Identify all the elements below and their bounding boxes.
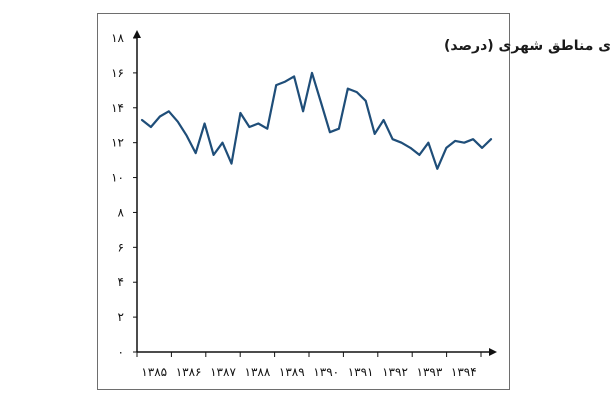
chart-title: نمودار ۷- نرخ بیکاری مناطق شهری (درصد) bbox=[444, 38, 610, 54]
x-tick-label: ۱۳۸۵ bbox=[141, 365, 167, 379]
y-tick-label: ۱۴ bbox=[111, 101, 124, 115]
y-tick-label: ۱۸ bbox=[111, 31, 124, 45]
x-tick-label: ۱۳۹۰ bbox=[313, 365, 339, 379]
y-tick-label: ۱۲ bbox=[111, 136, 124, 150]
x-axis-ticks: ۱۳۸۵ ۱۳۸۶ ۱۳۸۷ ۱۳۸۸ ۱۳۸۹ ۱۳۹۰ ۱۳۹۱ ۱۳۹۲ ۱۳۹۳ ۱۳۹۴ bbox=[136, 352, 482, 379]
chart-axes bbox=[133, 30, 497, 356]
y-tick-label: ۰ bbox=[118, 345, 124, 359]
x-tick-label: ۱۳۸۹ bbox=[279, 365, 305, 379]
x-tick-label: ۱۳۹۲ bbox=[382, 365, 408, 379]
x-tick-label: ۱۳۸۸ bbox=[245, 365, 271, 379]
series-group bbox=[140, 71, 493, 170]
series-line-1 bbox=[140, 71, 493, 170]
x-tick-label: ۱۳۹۱ bbox=[348, 365, 374, 379]
y-tick-label: ۶ bbox=[118, 240, 124, 254]
x-axis-arrow bbox=[489, 348, 497, 356]
y-axis-ticks: ۰ ۲ ۴ ۶ ۸ ۱۰ ۱۲ ۱۴ ۱۶ ۱۸ bbox=[111, 31, 137, 359]
y-tick-label: ۸ bbox=[118, 205, 125, 219]
x-tick-label: ۱۳۸۶ bbox=[176, 365, 202, 379]
x-tick-label: ۱۳۹۴ bbox=[451, 365, 477, 379]
y-tick-label: ۴ bbox=[118, 275, 124, 289]
y-tick-label: ۱۶ bbox=[111, 66, 124, 80]
y-tick-label: ۲ bbox=[118, 310, 124, 324]
x-tick-label: ۱۳۹۳ bbox=[417, 365, 443, 379]
y-tick-label: ۱۰ bbox=[111, 171, 124, 185]
chart-frame bbox=[97, 13, 510, 390]
y-axis-arrow bbox=[133, 30, 141, 38]
x-tick-label: ۱۳۸۷ bbox=[210, 365, 236, 379]
